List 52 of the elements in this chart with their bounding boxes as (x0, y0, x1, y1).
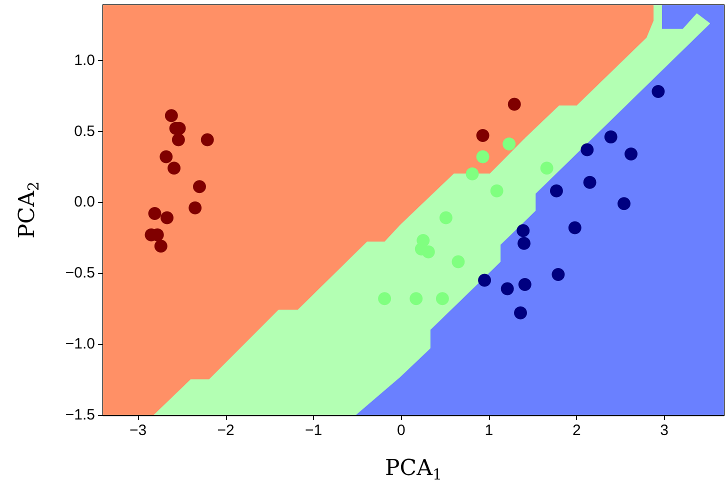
point (466, 167, 479, 180)
point (500, 282, 514, 296)
point (160, 150, 173, 164)
y-tick-label: 0.5 (74, 122, 95, 140)
point (604, 130, 618, 144)
point (478, 274, 492, 287)
point (508, 98, 521, 111)
point (552, 268, 565, 282)
x-tick-label: −1 (304, 422, 322, 439)
y-axis-title: PCA2 (15, 181, 42, 239)
point (168, 162, 181, 175)
point (476, 129, 490, 142)
y-tick-label: −1.5 (65, 406, 95, 424)
point (452, 255, 465, 268)
x-tick-label: 3 (660, 422, 669, 439)
point (154, 240, 168, 253)
x-tick-label: 1 (484, 422, 494, 439)
point (618, 197, 631, 210)
point (624, 147, 638, 160)
point (514, 306, 528, 320)
point (192, 180, 206, 194)
point (516, 224, 530, 238)
point (439, 211, 452, 224)
point (436, 292, 449, 306)
point (652, 85, 665, 98)
x-tick-label: −2 (217, 422, 234, 439)
point (164, 109, 178, 122)
point (378, 292, 392, 306)
point (200, 133, 214, 146)
point (490, 184, 504, 198)
point (188, 201, 202, 214)
point (172, 133, 185, 146)
x-tick-label: 0 (397, 422, 406, 439)
point (550, 184, 563, 198)
point (518, 236, 531, 250)
point (476, 150, 490, 164)
point (568, 221, 582, 234)
point (160, 211, 174, 224)
point (583, 176, 596, 189)
point (422, 245, 435, 258)
y-tick-label: 0.0 (74, 194, 95, 211)
point (540, 162, 554, 175)
point (502, 138, 516, 151)
point (518, 278, 532, 291)
point (580, 143, 594, 156)
x-tick-label: −3 (130, 422, 147, 439)
x-tick-label: 2 (572, 422, 581, 439)
y-tick-label: 1.0 (74, 52, 95, 69)
point (410, 292, 423, 306)
point (148, 207, 162, 220)
y-tick-label: −0.5 (65, 264, 95, 282)
y-tick-label: −1.0 (65, 336, 95, 353)
